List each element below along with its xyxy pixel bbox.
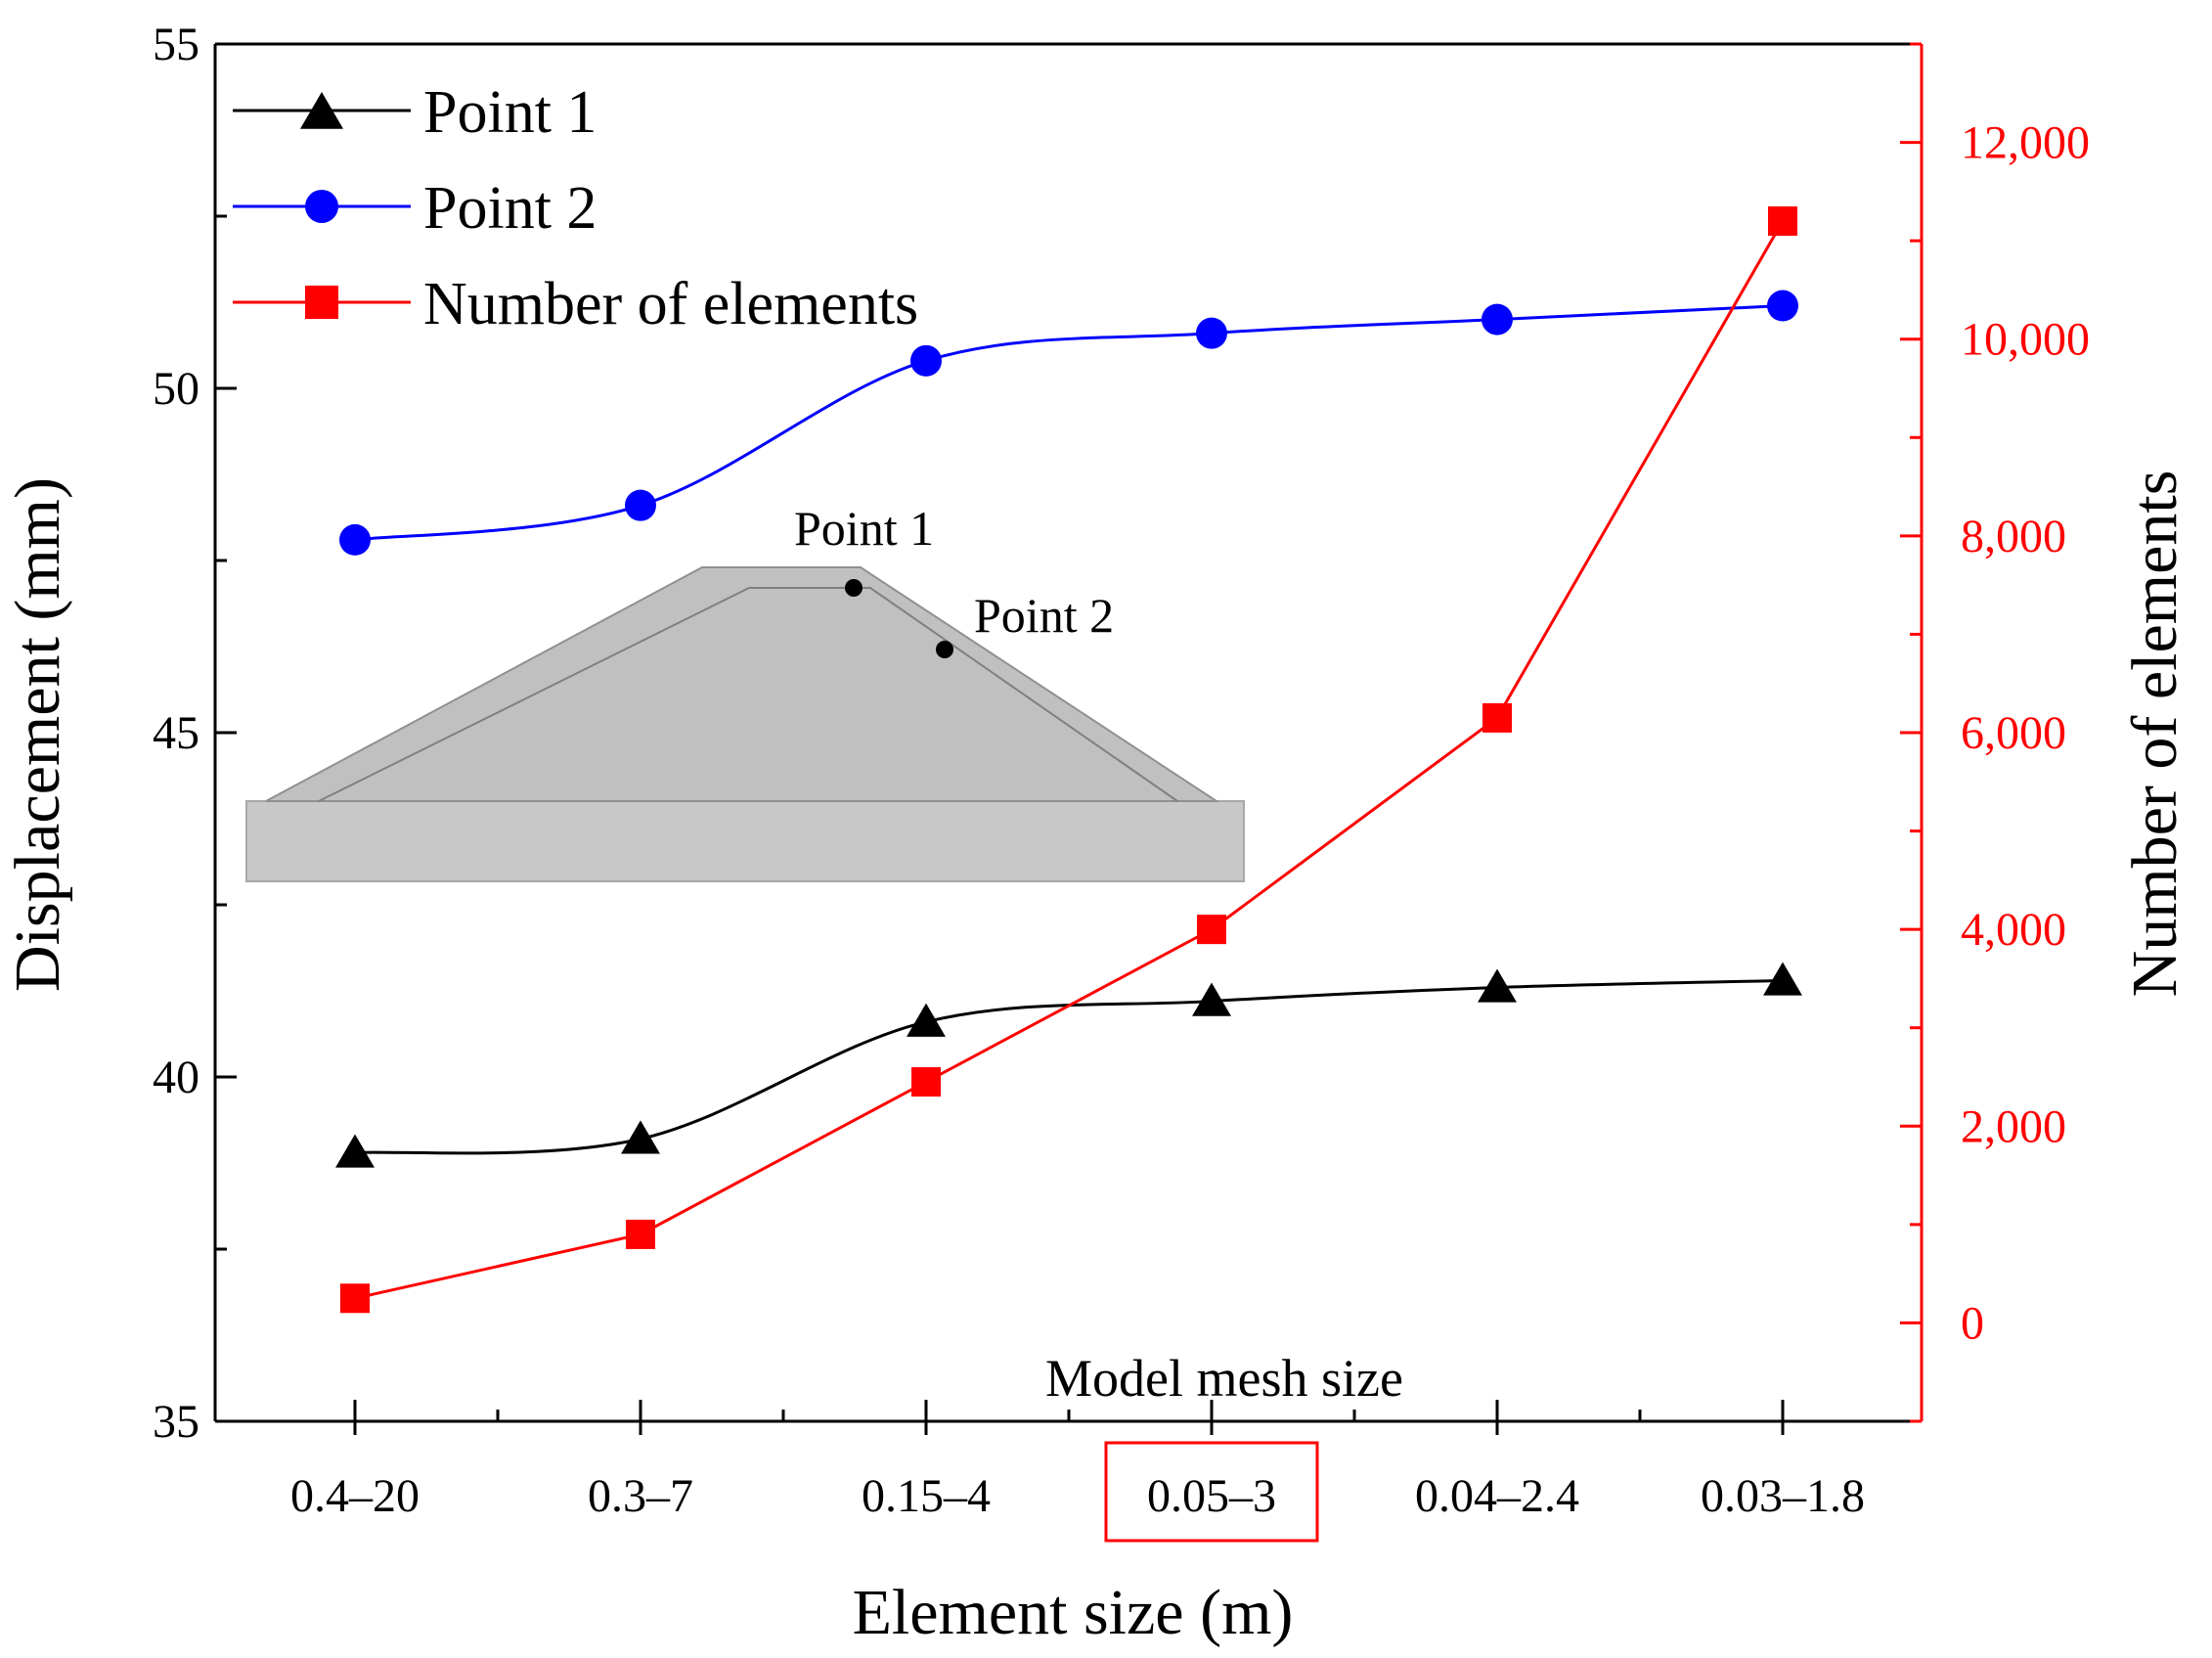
data-point-number-of-elements	[1768, 206, 1797, 237]
y2-tick-label: 6,000	[1961, 707, 2066, 759]
inset-foundation	[245, 800, 1245, 882]
x-tick-label: 0.4–20	[290, 1470, 420, 1522]
y-tick-label: 35	[153, 1396, 199, 1448]
inset-point-1-marker	[845, 579, 863, 597]
inset-point-2-marker	[936, 641, 953, 658]
series-line-number-of-elements	[354, 220, 1785, 1300]
data-point-point-1	[1763, 962, 1802, 996]
data-point-point-1	[1192, 982, 1231, 1016]
data-point-point-1	[621, 1120, 660, 1154]
data-point-point-2	[1196, 317, 1227, 349]
y2-tick-label: 8,000	[1961, 511, 2066, 562]
x-tick-label: 0.05–3	[1147, 1470, 1276, 1522]
data-point-point-1	[907, 1003, 946, 1037]
data-point-point-2	[910, 344, 942, 377]
legend-label-point-1: Point 1	[423, 79, 597, 146]
data-point-number-of-elements	[340, 1283, 370, 1314]
data-point-number-of-elements	[911, 1067, 941, 1098]
y2-tick-label: 4,000	[1961, 904, 2066, 956]
data-point-number-of-elements	[1197, 915, 1226, 945]
x-axis-title: Element size (m)	[853, 1577, 1294, 1648]
data-point-point-2	[1767, 290, 1798, 322]
dam-cross-section-inset: Point 1 Point 2	[245, 501, 1245, 882]
y-axis-title: Displacement (mm)	[2, 477, 73, 992]
y2-axis-title: Number of elements	[2119, 471, 2190, 998]
x-tick-label: 0.03–1.8	[1701, 1470, 1865, 1522]
y2-tick-label: 10,000	[1961, 314, 2090, 366]
inset-dam-core-line	[318, 587, 1178, 802]
data-point-number-of-elements	[1482, 702, 1512, 733]
legend-label-number-of-elements: Number of elements	[423, 271, 918, 337]
data-point-point-2	[1482, 303, 1513, 336]
highlighted-category-box	[1104, 1441, 1319, 1543]
y-tick-label: 40	[153, 1052, 199, 1103]
data-point-point-2	[625, 489, 656, 521]
data-point-point-1	[335, 1134, 375, 1168]
y-tick-label: 50	[153, 363, 199, 415]
inset-dam-body	[265, 566, 1220, 802]
y-tick-label: 45	[153, 707, 199, 759]
inset-point-2-label: Point 2	[974, 588, 1114, 643]
legend: Point 1 Point 2 Number of elements	[233, 79, 918, 337]
x-tick-label: 0.3–7	[588, 1470, 693, 1522]
legend-marker-point-2	[305, 190, 338, 223]
inset-point-1-label: Point 1	[794, 501, 934, 556]
legend-marker-number-of-elements	[305, 286, 338, 319]
y-tick-label: 55	[153, 19, 199, 70]
legend-marker-point-1	[299, 92, 344, 129]
mesh-size-annotation: Model mesh size	[1045, 1349, 1403, 1408]
legend-label-point-2: Point 2	[423, 175, 597, 242]
x-tick-label: 0.15–4	[862, 1470, 991, 1522]
data-point-point-2	[339, 523, 371, 556]
series-line-point-2	[354, 304, 1784, 542]
x-tick-label: 0.04–2.4	[1415, 1470, 1579, 1522]
y2-tick-label: 12,000	[1961, 117, 2090, 169]
data-point-number-of-elements	[626, 1219, 655, 1249]
series-layer	[335, 206, 1802, 1314]
y2-tick-label: 0	[1961, 1297, 1984, 1349]
data-point-point-1	[1478, 968, 1517, 1003]
axes-layer: 35 40 45 50 55 0 2,000 4,000 6,000 8,000 10,000 12,…	[153, 19, 2090, 1543]
y2-tick-label: 2,000	[1961, 1100, 2066, 1152]
